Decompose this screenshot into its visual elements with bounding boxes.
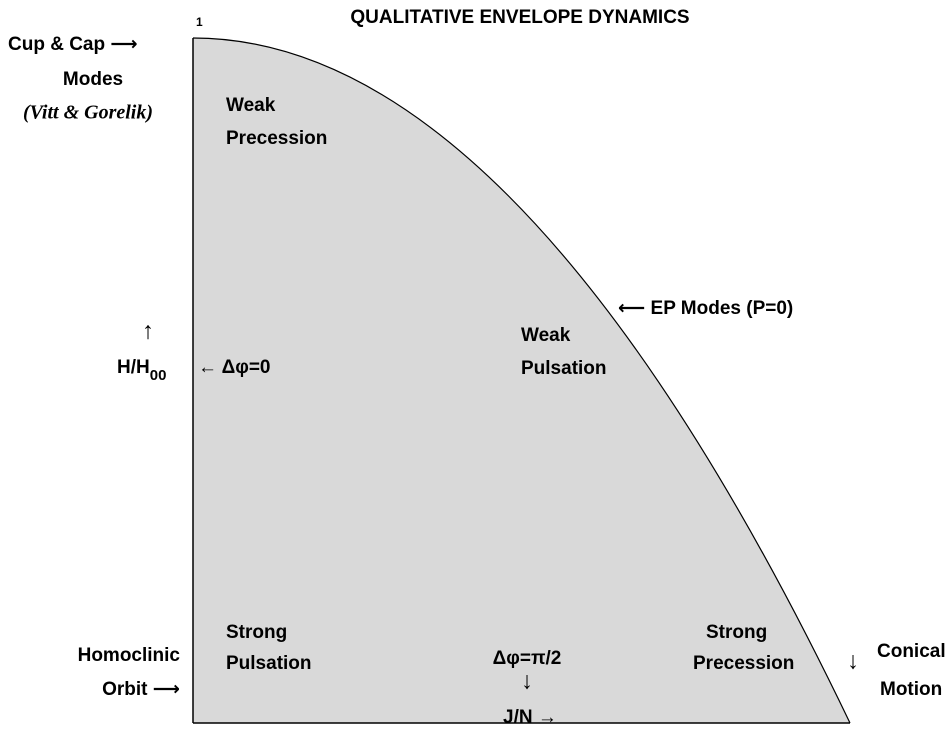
region-label: Pulsation: [226, 653, 312, 674]
y-arrow: ↑: [142, 317, 154, 344]
citation: (Vitt & Gorelik): [23, 102, 153, 124]
annotation-arrow: ↓: [847, 647, 859, 674]
y-label-sub: 00: [150, 367, 167, 384]
annotation: ⟵ EP Modes (P=0): [618, 298, 793, 319]
y-label: H/H00: [117, 357, 166, 384]
annotation: Homoclinic: [78, 645, 181, 666]
region-label: Precession: [693, 653, 794, 674]
region-label: Pulsation: [521, 358, 607, 379]
annotation: Δφ=π/2: [493, 648, 562, 669]
annotation: Motion: [880, 679, 942, 700]
ep-curve: [192, 37, 851, 724]
region-label: Strong: [706, 622, 767, 643]
annotation: Orbit ⟶: [102, 679, 180, 700]
region-label: Strong: [226, 622, 287, 643]
y-label-main: H/H: [117, 357, 150, 378]
annotation: Modes: [63, 69, 123, 90]
annotation-arrow: ↓: [521, 667, 533, 694]
region-label: Precession: [226, 128, 327, 149]
y-max: 1: [196, 15, 203, 29]
annotation: Conical: [877, 641, 946, 662]
region-fill: [193, 38, 850, 723]
region-label: Weak: [521, 325, 571, 346]
annotation: Cup & Cap ⟶: [8, 34, 138, 55]
annotation: ← Δφ=0: [198, 357, 270, 378]
x-label: J/N →: [503, 707, 557, 728]
region-label: Weak: [226, 95, 276, 116]
title: QUALITATIVE ENVELOPE DYNAMICS: [350, 7, 689, 28]
